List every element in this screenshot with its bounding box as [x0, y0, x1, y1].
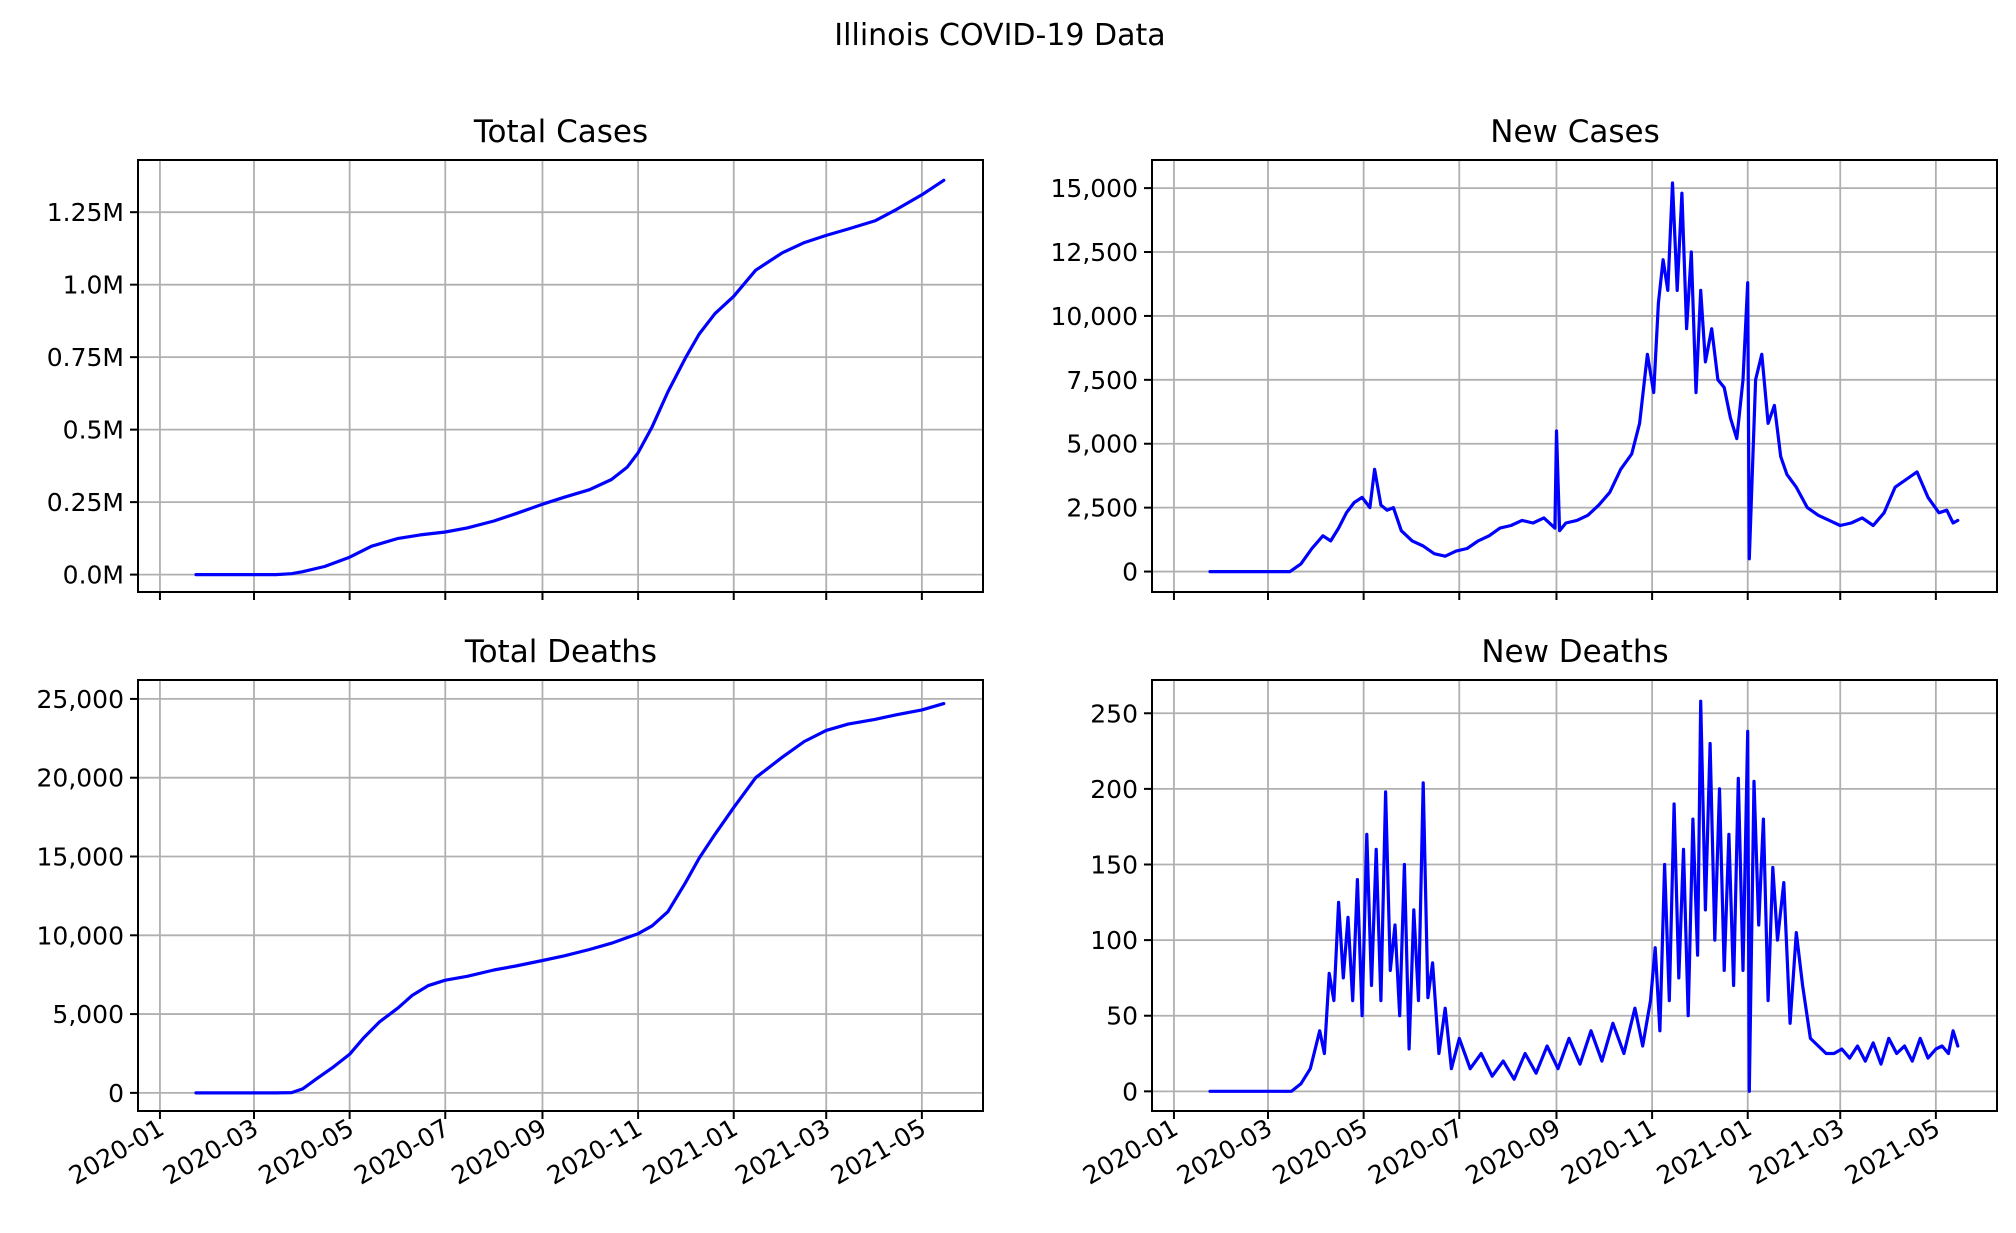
- subplot-title-new-deaths: New Deaths: [1481, 634, 1668, 670]
- x-tick-label: 2020-11: [1556, 1113, 1661, 1190]
- x-tick-label: 2020-09: [1460, 1113, 1565, 1190]
- x-tick-label: 2020-03: [158, 1113, 263, 1190]
- new-deaths-ticks: 0501001502002502020-012020-032020-052020…: [1078, 699, 1945, 1190]
- subplot-title-total-deaths: Total Deaths: [464, 634, 657, 670]
- y-tick-label: 0.25M: [47, 488, 124, 517]
- y-tick-label: 0: [1122, 558, 1138, 587]
- subplot-title-total-cases: Total Cases: [473, 114, 648, 150]
- x-tick-label: 2020-11: [542, 1113, 647, 1190]
- total-cases-axes-frame: [137, 159, 984, 593]
- total-deaths-axes-frame: [137, 679, 984, 1112]
- x-tick-label: 2020-01: [64, 1113, 169, 1190]
- y-tick-label: 5,000: [1066, 430, 1138, 459]
- x-tick-label: 2020-07: [1363, 1113, 1468, 1190]
- x-tick-label: 2021-01: [1652, 1113, 1757, 1190]
- subplot-new-deaths: New Deaths 0 50 100 150 200 250 2020-012020-03…: [1078, 634, 1998, 1190]
- total-cases-gridlines: [138, 160, 983, 592]
- new-cases-ticks: 0 2,500 5,000 7,500 10,000 12,500 15,000: [1051, 174, 1937, 600]
- x-tick-label: 2020-03: [1172, 1113, 1277, 1190]
- total-cases-ticks: 0.0M 0.25M 0.5M 0.75M 1.0M 1.25M: [47, 198, 923, 600]
- y-tick-label: 0: [108, 1079, 124, 1108]
- x-tick-label: 2020-01: [1078, 1113, 1183, 1190]
- x-tick-label: 2020-05: [1268, 1113, 1373, 1190]
- x-tick-label: 2020-09: [446, 1113, 551, 1190]
- y-tick-label: 2,500: [1066, 494, 1138, 523]
- y-tick-label: 100: [1090, 926, 1138, 955]
- subplot-total-deaths: Total Deaths 0 5,000 10,000 15,000 20,000 25,…: [37, 634, 984, 1191]
- y-tick-label: 1.0M: [63, 271, 124, 300]
- new-cases-axes-frame: [1151, 159, 1998, 593]
- y-tick-label: 50: [1106, 1002, 1138, 1031]
- new-deaths-series-line: [1208, 699, 1960, 1093]
- x-tick-label: 2020-07: [349, 1113, 454, 1190]
- new-cases-gridlines: [1152, 160, 1997, 592]
- x-tick-label: 2021-05: [826, 1113, 931, 1190]
- total-deaths-ticks: 05,00010,00015,00020,00025,0002020-01202…: [37, 685, 931, 1191]
- y-tick-label: 10,000: [1051, 302, 1138, 331]
- subplot-title-new-cases: New Cases: [1490, 114, 1660, 150]
- y-tick-label: 0: [1122, 1077, 1138, 1106]
- x-tick-label: 2021-03: [1744, 1113, 1849, 1190]
- y-tick-label: 15,000: [37, 842, 124, 871]
- y-tick-label: 5,000: [52, 1000, 124, 1029]
- y-tick-label: 0.5M: [63, 416, 124, 445]
- y-tick-label: 200: [1090, 775, 1138, 804]
- x-tick-label: 2021-05: [1840, 1113, 1945, 1190]
- y-tick-label: 7,500: [1066, 366, 1138, 395]
- y-tick-label: 20,000: [37, 764, 124, 793]
- subplot-new-cases: New Cases 0 2,500 5,000 7,500 10,000 12,500 15…: [1051, 114, 1998, 600]
- total-deaths-gridlines: [138, 680, 983, 1111]
- y-tick-label: 1.25M: [47, 198, 124, 227]
- y-tick-label: 25,000: [37, 685, 124, 714]
- subplot-total-cases: Total Cases 0.0M 0.25M 0.5M 0.75M 1.0M 1.25M: [47, 114, 984, 600]
- new-deaths-axes-frame: [1151, 679, 1998, 1112]
- y-tick-label: 0.75M: [47, 343, 124, 372]
- y-tick-label: 0.0M: [63, 561, 124, 590]
- y-tick-label: 15,000: [1051, 174, 1138, 203]
- total-cases-series-line: [194, 178, 946, 577]
- y-tick-label: 12,500: [1051, 238, 1138, 267]
- x-tick-label: 2021-03: [730, 1113, 835, 1190]
- y-tick-label: 250: [1090, 699, 1138, 728]
- total-deaths-series-line: [194, 701, 946, 1095]
- x-tick-label: 2020-05: [254, 1113, 359, 1190]
- y-tick-label: 10,000: [37, 921, 124, 950]
- x-tick-label: 2021-01: [638, 1113, 743, 1190]
- figure-suptitle: Illinois COVID-19 Data: [834, 18, 1165, 53]
- y-tick-label: 150: [1090, 850, 1138, 879]
- new-cases-series-line: [1208, 181, 1960, 574]
